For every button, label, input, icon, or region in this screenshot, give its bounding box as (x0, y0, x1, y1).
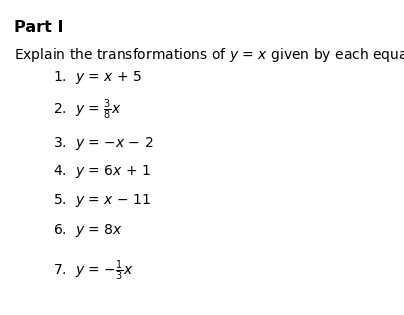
Text: 2.  $y$ = $\frac{3}{8}$$x$: 2. $y$ = $\frac{3}{8}$$x$ (53, 98, 122, 123)
Text: 4.  $y$ = 6$x$ + 1: 4. $y$ = 6$x$ + 1 (53, 163, 150, 180)
Text: Explain the transformations of $y$ = $x$ given by each equation.: Explain the transformations of $y$ = $x$… (14, 46, 404, 64)
Text: 3.  $y$ = $-x$ − 2: 3. $y$ = $-x$ − 2 (53, 135, 153, 152)
Text: 6.  $y$ = 8$x$: 6. $y$ = 8$x$ (53, 222, 122, 239)
Text: 1.  $y$ = $x$ + 5: 1. $y$ = $x$ + 5 (53, 69, 141, 86)
Text: 7.  $y$ = $-\frac{1}{3}$$x$: 7. $y$ = $-\frac{1}{3}$$x$ (53, 259, 133, 283)
Text: 5.  $y$ = $x$ − 11: 5. $y$ = $x$ − 11 (53, 192, 150, 209)
Text: Part I: Part I (14, 20, 64, 36)
